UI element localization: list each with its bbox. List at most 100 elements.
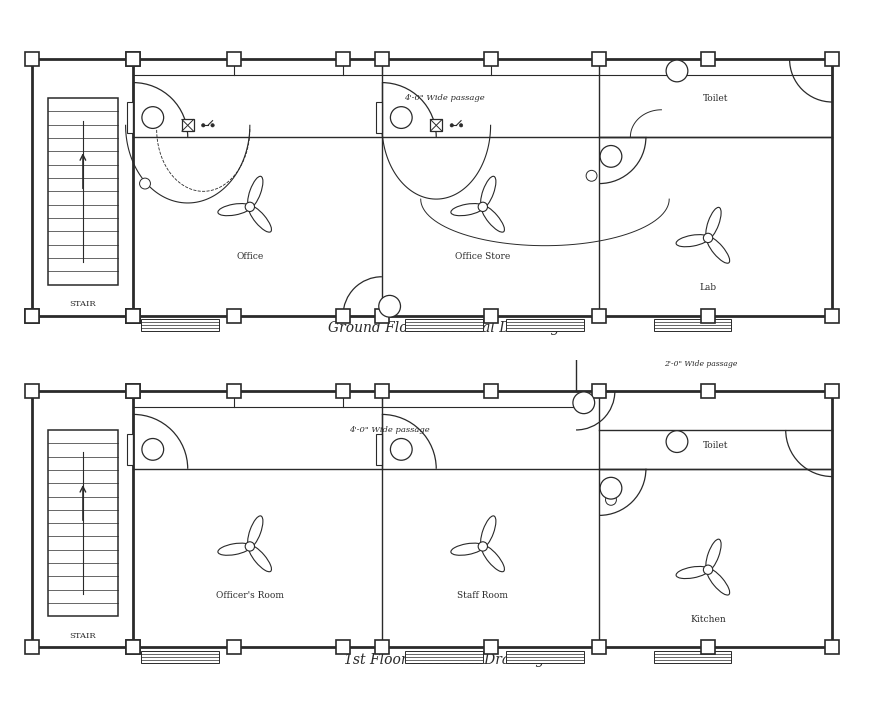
Circle shape <box>573 392 595 414</box>
Bar <box>126 384 140 398</box>
Ellipse shape <box>249 206 272 232</box>
Text: D2: D2 <box>396 446 406 453</box>
Bar <box>227 52 242 66</box>
Bar <box>26 309 39 323</box>
Bar <box>126 640 140 654</box>
Ellipse shape <box>676 234 709 247</box>
Bar <box>141 319 218 331</box>
Ellipse shape <box>481 546 504 572</box>
Bar <box>141 651 218 663</box>
Bar <box>654 319 732 331</box>
Text: D3: D3 <box>607 485 616 491</box>
Bar <box>336 309 350 323</box>
Bar <box>375 640 389 654</box>
Bar <box>126 640 140 654</box>
Ellipse shape <box>249 546 272 572</box>
Bar <box>825 384 839 398</box>
Bar <box>405 319 483 331</box>
Bar <box>182 119 194 131</box>
Bar <box>825 309 839 323</box>
Bar <box>126 384 140 398</box>
Circle shape <box>703 233 713 243</box>
Circle shape <box>606 494 616 505</box>
Circle shape <box>210 124 214 127</box>
Bar <box>825 640 839 654</box>
Circle shape <box>666 431 688 453</box>
Bar <box>375 309 389 323</box>
Circle shape <box>600 477 622 499</box>
Bar <box>126 52 140 66</box>
Ellipse shape <box>218 543 250 556</box>
Bar <box>506 651 583 663</box>
Text: Lab: Lab <box>700 283 717 292</box>
Bar <box>336 640 350 654</box>
Bar <box>376 433 382 465</box>
Text: D2: D2 <box>148 446 157 453</box>
Bar <box>701 384 715 398</box>
Ellipse shape <box>707 569 730 595</box>
Bar <box>431 119 442 131</box>
Bar <box>48 98 118 285</box>
Bar <box>375 52 389 66</box>
Text: Toilet: Toilet <box>703 441 728 450</box>
Bar <box>506 319 583 331</box>
Ellipse shape <box>480 516 496 547</box>
Bar <box>484 384 497 398</box>
Bar <box>592 309 607 323</box>
Bar <box>127 433 133 465</box>
Circle shape <box>139 178 150 189</box>
Bar <box>26 52 39 66</box>
Bar <box>48 430 118 616</box>
Ellipse shape <box>218 203 250 216</box>
Bar <box>126 309 140 323</box>
Bar <box>484 309 497 323</box>
Bar <box>336 52 350 66</box>
Circle shape <box>391 438 412 460</box>
Text: 4'-0" Wide passage: 4'-0" Wide passage <box>404 94 484 102</box>
Text: 4'-0" Wide passage: 4'-0" Wide passage <box>349 426 430 434</box>
Bar <box>227 640 242 654</box>
Bar <box>126 309 140 323</box>
Text: D3: D3 <box>579 400 589 406</box>
Text: D2: D2 <box>396 114 406 121</box>
Bar <box>26 640 39 654</box>
Bar <box>701 309 715 323</box>
Text: STAIR: STAIR <box>69 300 96 308</box>
Text: 1st Floor Electrical Drawing: 1st Floor Electrical Drawing <box>344 653 544 666</box>
Ellipse shape <box>707 237 730 263</box>
Text: D2: D2 <box>148 114 157 121</box>
Bar <box>592 384 607 398</box>
Ellipse shape <box>706 539 721 570</box>
Circle shape <box>142 107 163 128</box>
Circle shape <box>202 124 205 127</box>
Ellipse shape <box>706 208 721 239</box>
Ellipse shape <box>451 543 483 556</box>
Ellipse shape <box>481 206 504 232</box>
Circle shape <box>245 202 255 212</box>
Bar <box>376 102 382 133</box>
Text: Officer's Room: Officer's Room <box>216 592 284 601</box>
Bar <box>654 651 732 663</box>
Text: Staff Room: Staff Room <box>457 592 508 601</box>
Circle shape <box>142 438 163 460</box>
Text: Ground Floor Electrical Drawing: Ground Floor Electrical Drawing <box>329 321 559 335</box>
Text: STAIR: STAIR <box>69 632 96 640</box>
Text: D3: D3 <box>607 153 616 160</box>
Circle shape <box>478 202 488 212</box>
Bar <box>26 384 39 398</box>
Text: D1: D1 <box>385 304 394 309</box>
Text: 2'-0" Wide passage: 2'-0" Wide passage <box>663 360 737 368</box>
Bar <box>825 52 839 66</box>
Bar <box>701 52 715 66</box>
Circle shape <box>379 295 400 317</box>
Bar <box>127 102 133 133</box>
Bar <box>26 309 39 323</box>
Bar <box>375 384 389 398</box>
Bar <box>126 52 140 66</box>
Bar <box>701 640 715 654</box>
Text: Office Store: Office Store <box>456 252 511 261</box>
Circle shape <box>586 170 597 181</box>
Circle shape <box>666 60 688 82</box>
Bar <box>227 384 242 398</box>
Circle shape <box>600 145 622 167</box>
